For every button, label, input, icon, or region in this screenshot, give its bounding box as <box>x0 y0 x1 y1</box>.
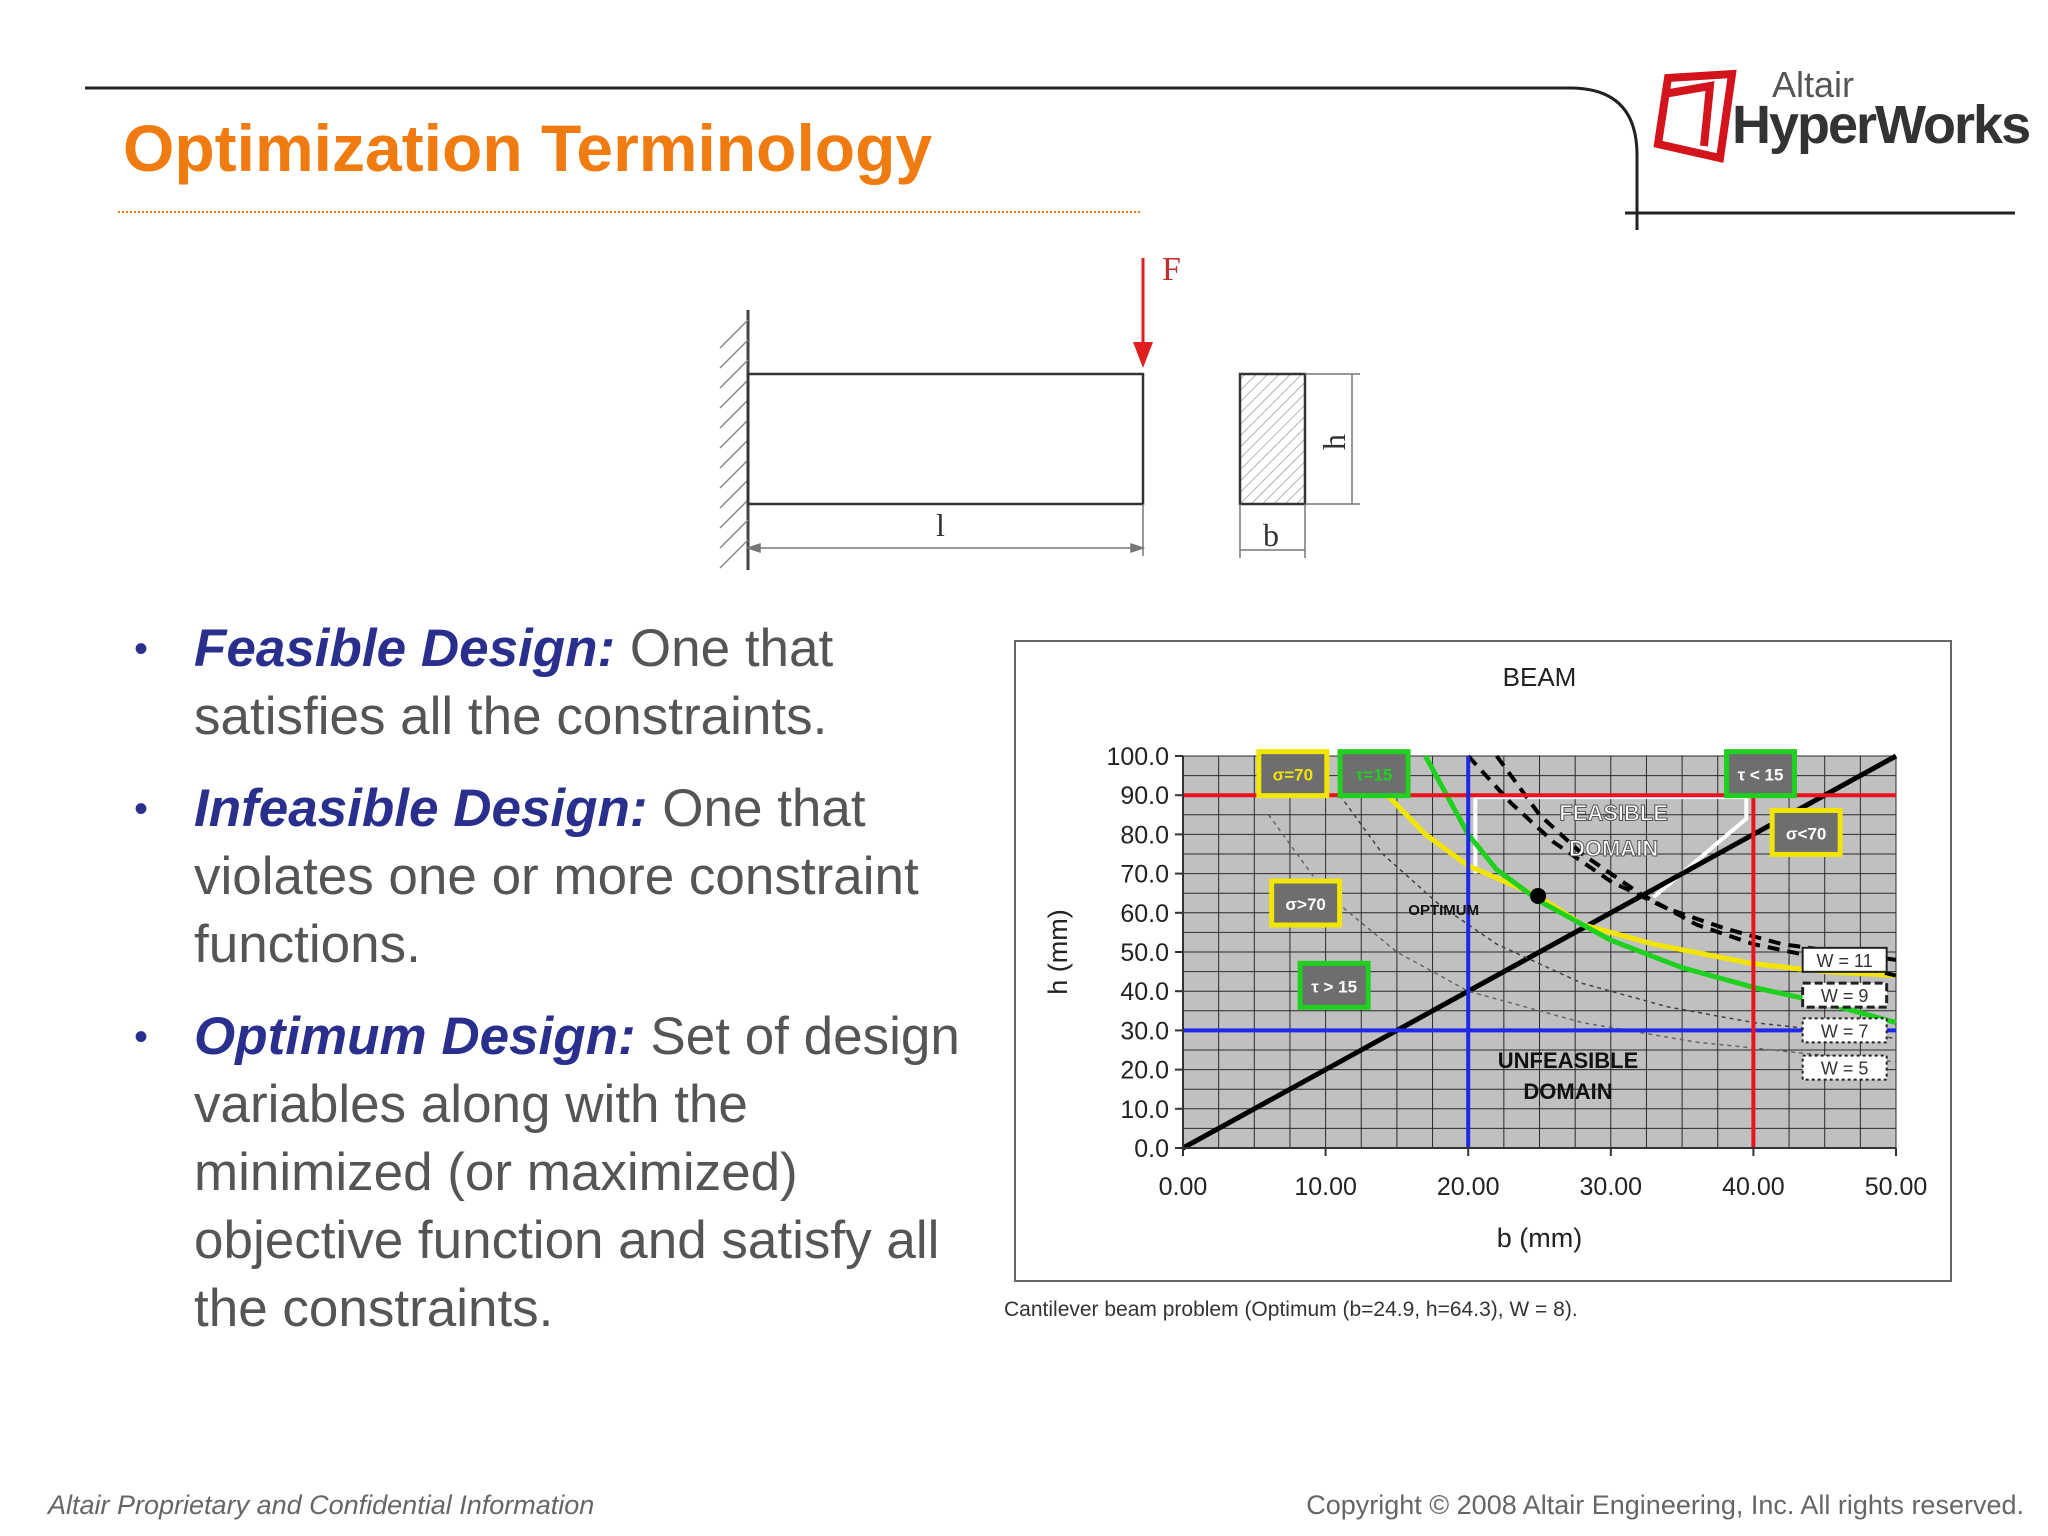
term-feasible: Feasible Design: <box>194 619 616 678</box>
optimum-label: OPTIMUM <box>1408 902 1479 919</box>
width-dimension <box>1239 504 1306 558</box>
series-line-5 <box>1339 794 1897 1039</box>
y-tick-label: 80.0 <box>1120 821 1169 849</box>
bullet-icon: • <box>134 627 149 671</box>
logo-hyperworks-text: HyperWorks <box>1732 95 2031 155</box>
objective-label-box <box>1801 1054 1888 1081</box>
objective-label: W = 9 <box>1821 986 1869 1006</box>
chart-title: BEAM <box>1503 662 1577 692</box>
force-label: F <box>1162 251 1181 288</box>
constraint-badge <box>1724 749 1798 799</box>
x-tick-label: 0.00 <box>1159 1173 1208 1201</box>
length-label: l <box>936 507 945 543</box>
series-line-3 <box>1495 754 1897 978</box>
y-tick-label: 90.0 <box>1120 782 1169 810</box>
width-label: b <box>1263 517 1279 553</box>
bullet-icon: • <box>134 787 149 831</box>
constraint-badge <box>1769 807 1843 857</box>
logo-altair-text: Altair <box>1772 64 1855 105</box>
x-tick-label: 30.00 <box>1580 1173 1643 1201</box>
y-tick-label: 70.0 <box>1120 861 1169 889</box>
feasible-region-label: FEASIBLE <box>1559 801 1668 826</box>
y-tick-label: 20.0 <box>1120 1057 1169 1085</box>
constraint-badge-label: τ=15 <box>1356 766 1392 785</box>
objective-label: W = 7 <box>1821 1021 1869 1041</box>
constraint-badge-label: σ<70 <box>1786 824 1826 843</box>
altair-logo-icon <box>1653 69 1737 163</box>
height-label: h <box>1316 434 1352 450</box>
cross-section <box>1238 372 1307 506</box>
beam-design-chart: OPTIMUM FEASIBLE DOMAIN UNFEASIBLE DOMAIN σ=7… <box>1014 640 1952 1282</box>
definition-optimum: • Optimum Design: Set of design variable… <box>130 1003 990 1343</box>
constraint-badge <box>1337 749 1411 799</box>
constraint-badge <box>1269 878 1343 928</box>
constraint-badge-label: τ > 15 <box>1311 977 1357 996</box>
definition-feasible: • Feasible Design: One that satisfies al… <box>130 615 990 751</box>
definition-feasible-text: One that satisfies all the constraints. <box>194 619 834 746</box>
beam-diagram: F l h b <box>719 251 1360 570</box>
definition-optimum-text: Set of design variables along with the m… <box>194 1007 960 1338</box>
footer-confidential: Altair Proprietary and Confidential Info… <box>48 1490 595 1520</box>
footer-copyright: Copyright © 2008 Altair Engineering, Inc… <box>1306 1490 2024 1520</box>
constraint-badge <box>1297 960 1371 1010</box>
x-tick-label: 20.00 <box>1437 1173 1500 1201</box>
y-tick-label: 0.0 <box>1134 1135 1169 1163</box>
length-dimension <box>745 504 1146 556</box>
height-dimension <box>1305 373 1360 505</box>
page-title: Optimization Terminology <box>123 111 933 185</box>
feasible-region-label: DOMAIN <box>1569 836 1658 861</box>
x-tick-label: 10.00 <box>1294 1173 1357 1201</box>
constraint-badge-label: σ=70 <box>1273 766 1313 785</box>
optimum-marker <box>1530 887 1547 904</box>
y-axis-label: h (mm) <box>1043 909 1073 994</box>
objective-label-box <box>1801 1017 1888 1044</box>
beam-body <box>746 372 1145 506</box>
objective-label-box <box>1801 981 1889 1009</box>
constraint-badge-label: τ < 15 <box>1738 766 1784 785</box>
definition-infeasible-text: One that violates one or more constraint… <box>194 779 919 974</box>
header-frame <box>85 86 2015 230</box>
y-tick-label: 30.0 <box>1120 1017 1169 1045</box>
bullet-icon: • <box>134 1015 149 1059</box>
term-infeasible: Infeasible Design: <box>194 779 648 838</box>
y-tick-label: 50.0 <box>1120 939 1169 967</box>
unfeasible-region-label: UNFEASIBLE <box>1498 1048 1639 1073</box>
objective-label: W = 11 <box>1817 951 1873 971</box>
objective-label-box <box>1801 946 1888 973</box>
series-line-4 <box>1466 754 1897 962</box>
constraint-badge-label: σ>70 <box>1285 895 1325 914</box>
force-arrow <box>1133 258 1153 368</box>
definition-infeasible: • Infeasible Design: One that violates o… <box>130 775 990 979</box>
x-tick-label: 50.00 <box>1865 1173 1928 1201</box>
y-tick-label: 40.0 <box>1120 978 1169 1006</box>
series-line-2 <box>1423 754 1897 1025</box>
constraint-badge <box>1256 749 1330 799</box>
objective-label: W = 5 <box>1821 1059 1869 1079</box>
x-axis-label: b (mm) <box>1497 1223 1582 1253</box>
y-tick-label: 60.0 <box>1120 900 1169 928</box>
x-tick-label: 40.00 <box>1722 1173 1785 1201</box>
unfeasible-region-label: DOMAIN <box>1523 1079 1612 1104</box>
definition-list: • Feasible Design: One that satisfies al… <box>130 615 990 1367</box>
logo: Altair HyperWorks <box>1650 60 2031 170</box>
term-optimum: Optimum Design: <box>194 1007 636 1066</box>
chart-caption: Cantilever beam problem (Optimum (b=24.9… <box>1004 1298 1578 1321</box>
title-divider <box>118 211 1140 213</box>
y-tick-label: 100.0 <box>1106 743 1169 771</box>
wall-support <box>719 310 750 570</box>
y-tick-label: 10.0 <box>1120 1096 1169 1124</box>
